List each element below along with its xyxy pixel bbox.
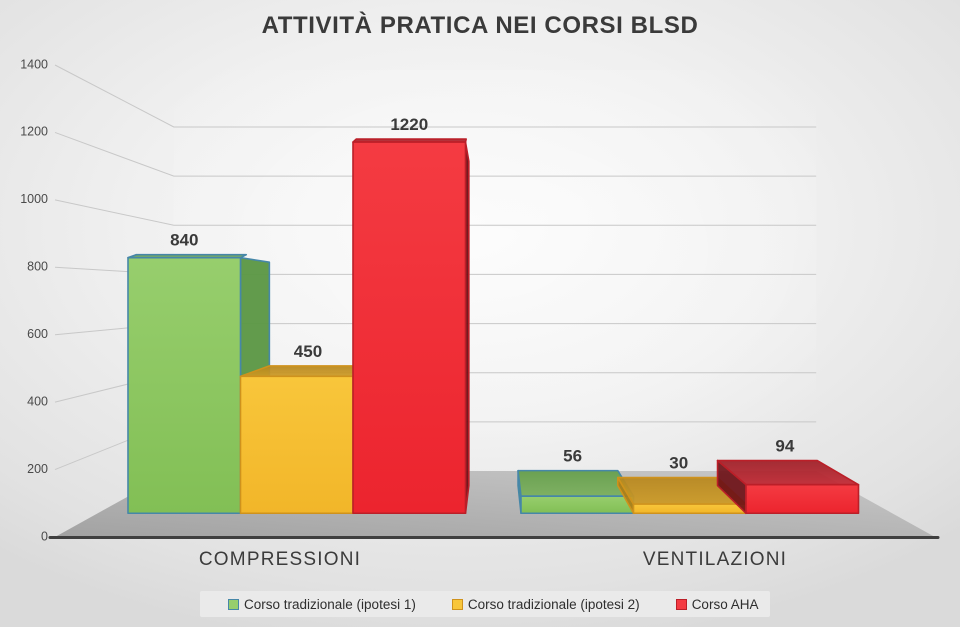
legend-item-serie-2: Corso tradizionale (ipotesi 2) <box>451 596 640 612</box>
legend-swatch-red <box>675 598 687 610</box>
chart-legend: Corso tradizionale (ipotesi 1) Corso tra… <box>200 591 770 617</box>
svg-text:30: 30 <box>669 454 688 473</box>
svg-text:450: 450 <box>294 342 322 361</box>
svg-text:1200: 1200 <box>20 125 48 139</box>
svg-text:600: 600 <box>27 327 48 341</box>
svg-text:1400: 1400 <box>20 57 48 71</box>
category-label-ventilazioni: VENTILAZIONI <box>642 549 788 570</box>
svg-text:94: 94 <box>775 437 794 456</box>
svg-text:840: 840 <box>170 231 198 250</box>
legend-swatch-orange <box>451 598 463 610</box>
svg-text:1000: 1000 <box>20 192 48 206</box>
svg-text:400: 400 <box>27 394 48 408</box>
svg-text:1220: 1220 <box>390 115 428 134</box>
legend-item-serie-1: Corso tradizionale (ipotesi 1) <box>228 597 416 612</box>
svg-text:0: 0 <box>41 529 48 543</box>
svg-text:56: 56 <box>563 447 582 466</box>
legend-item-serie-3: Corso AHA <box>675 596 759 612</box>
chart-title: ATTIVITÀ PRATICA NEI CORSI BLSD <box>261 12 699 39</box>
legend-label: Corso AHA <box>691 596 759 612</box>
svg-text:200: 200 <box>27 462 48 476</box>
legend-label: Corso tradizionale (ipotesi 2) <box>467 596 640 612</box>
legend-swatch-green <box>228 598 239 610</box>
legend-label: Corso tradizionale (ipotesi 1) <box>244 596 416 612</box>
category-label-compressioni: COMPRESSIONI <box>198 549 362 570</box>
svg-text:800: 800 <box>27 260 48 274</box>
